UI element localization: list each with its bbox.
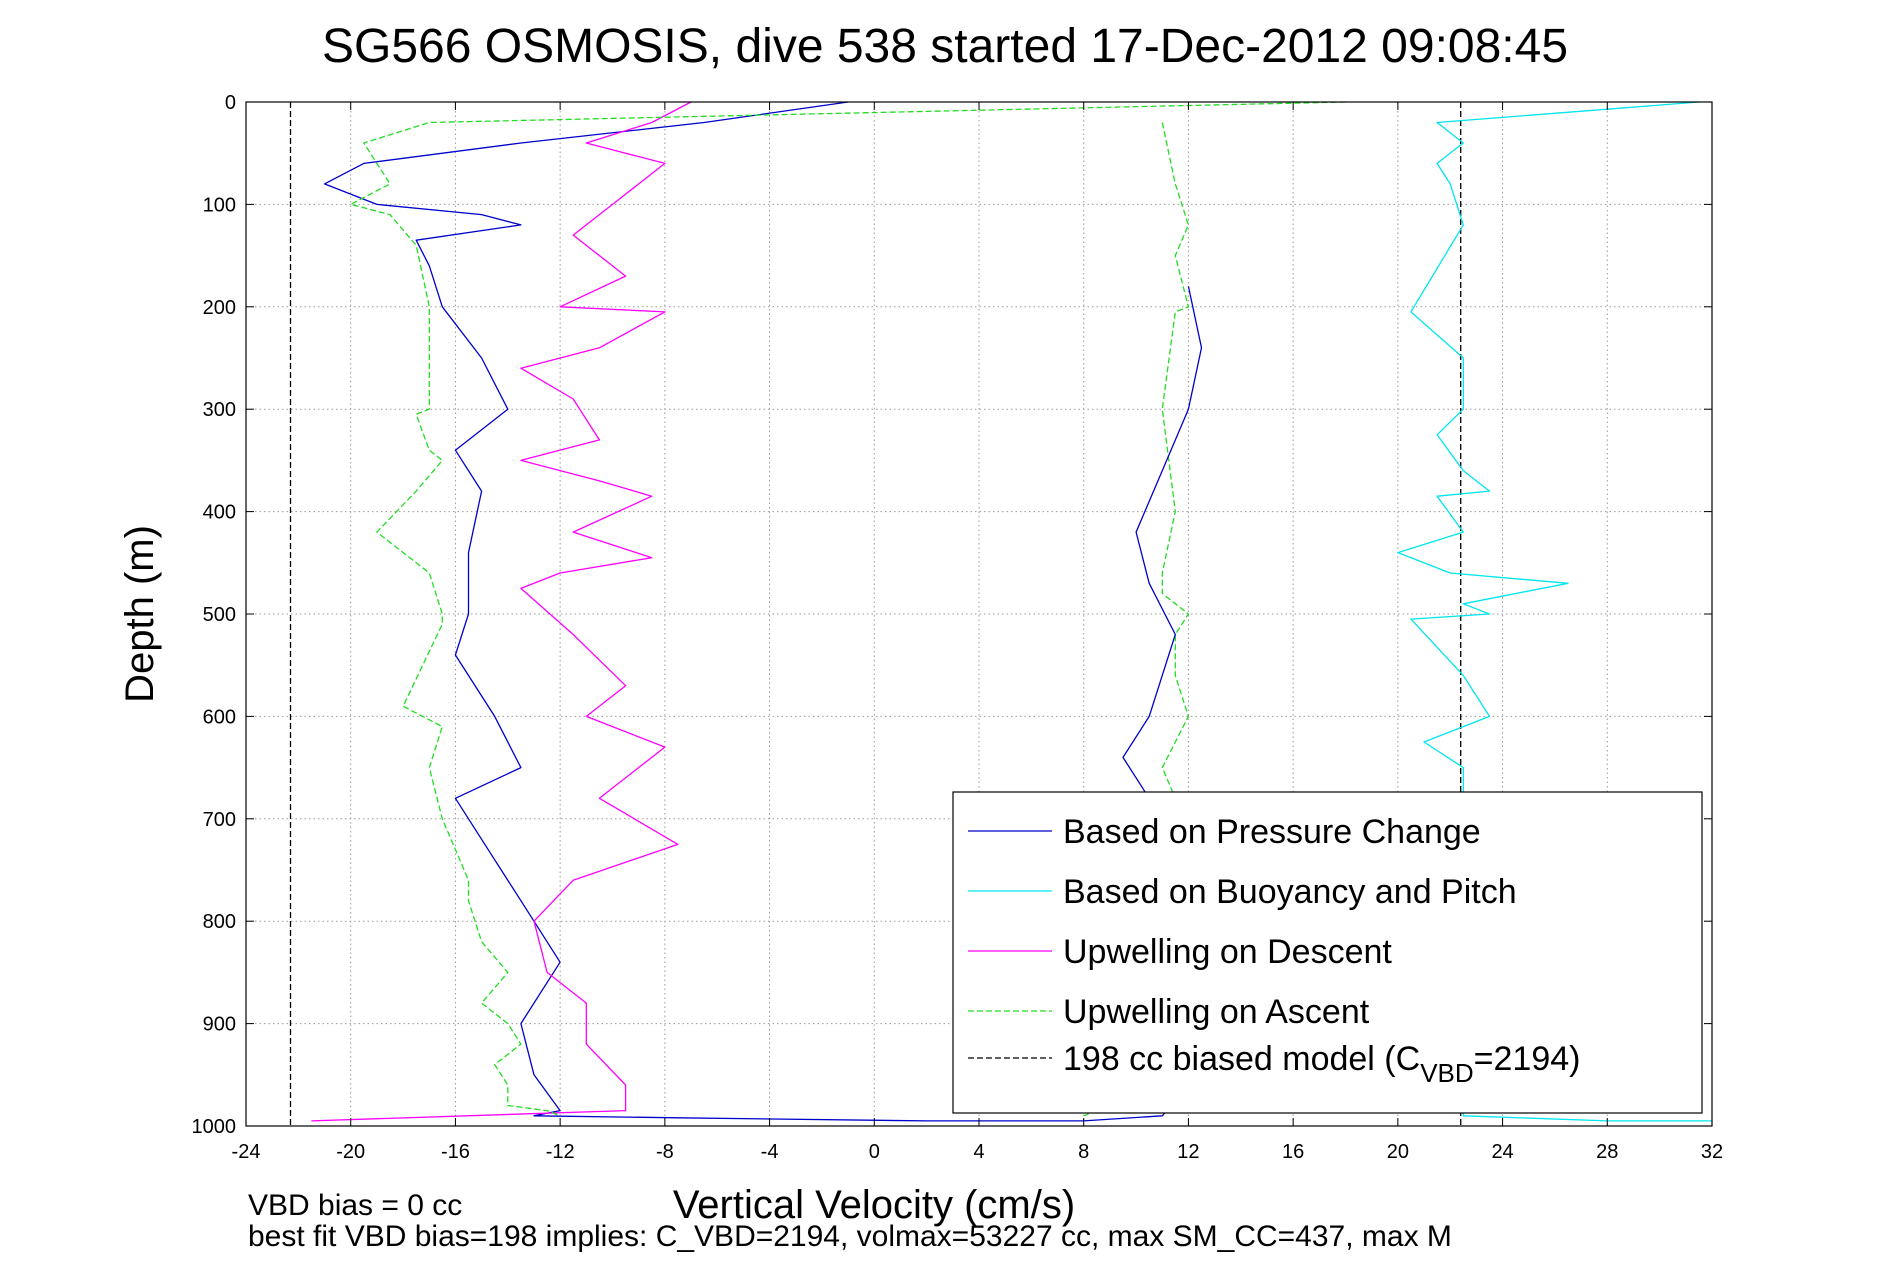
legend-items: Based on Pressure Change Based on Buoyanc… xyxy=(968,813,1580,1088)
series-line-0 xyxy=(323,101,1203,1122)
series-line-3 xyxy=(350,101,1346,1117)
y-tick-label: 100 xyxy=(203,194,236,216)
y-tick-label: 400 xyxy=(203,502,236,524)
tick-layer: -24 -20 -16 -12 -8 -4 0 4 8 12 16 20 24 28 32 0 100 200 30… xyxy=(192,92,1724,1163)
series-line-2 xyxy=(311,101,692,1122)
legend-label: Based on Pressure Change xyxy=(1063,813,1481,851)
x-tick-label: 4 xyxy=(973,1141,984,1163)
y-tick-label: 700 xyxy=(203,809,236,831)
series-line-1 xyxy=(1397,101,1712,1122)
x-tick-label: -20 xyxy=(336,1141,365,1163)
legend-label-text: Upwelling on Ascent xyxy=(1063,993,1370,1031)
x-tick-label: -12 xyxy=(546,1141,575,1163)
legend-label: Based on Buoyancy and Pitch xyxy=(1063,873,1517,911)
legend: Based on Pressure Change Based on Buoyanc… xyxy=(952,791,1703,1114)
y-tick-label: 500 xyxy=(203,604,236,626)
x-tick-label: 32 xyxy=(1701,1141,1723,1163)
legend-label-text: 198 cc biased model (C xyxy=(1063,1040,1420,1078)
x-tick-label: -8 xyxy=(656,1141,674,1163)
legend-label-text: Based on Buoyancy and Pitch xyxy=(1063,873,1517,911)
y-tick-label: 1000 xyxy=(192,1116,237,1138)
series-layer xyxy=(289,101,1712,1126)
legend-box xyxy=(952,791,1703,1114)
legend-label-subscript: VBD xyxy=(1420,1058,1473,1088)
x-tick-label: 12 xyxy=(1177,1141,1199,1163)
x-tick-label: -4 xyxy=(761,1141,779,1163)
legend-label: Upwelling on Descent xyxy=(1063,933,1392,971)
legend-label: Upwelling on Ascent xyxy=(1063,993,1370,1031)
x-tick-label: -24 xyxy=(232,1141,261,1163)
y-tick-label: 300 xyxy=(203,399,236,421)
legend-label-text: Based on Pressure Change xyxy=(1063,813,1481,851)
y-axis-label: Depth (m) xyxy=(118,525,162,703)
legend-label: 198 cc biased model (CVBD=2194) xyxy=(1063,1040,1580,1088)
x-tick-label: 8 xyxy=(1078,1141,1089,1163)
y-tick-label: 200 xyxy=(203,297,236,319)
legend-label-text: Upwelling on Descent xyxy=(1063,933,1392,971)
y-tick-label: 0 xyxy=(225,92,236,114)
x-tick-label: 20 xyxy=(1387,1141,1409,1163)
x-tick-label: -16 xyxy=(441,1141,470,1163)
y-tick-label: 900 xyxy=(203,1014,236,1036)
x-tick-label: 0 xyxy=(869,1141,880,1163)
chart-title: SG566 OSMOSIS, dive 538 started 17-Dec-2… xyxy=(322,20,1568,73)
y-tick-label: 600 xyxy=(203,706,236,728)
x-tick-label: 24 xyxy=(1491,1141,1513,1163)
x-tick-label: 16 xyxy=(1282,1141,1304,1163)
x-tick-label: 28 xyxy=(1596,1141,1618,1163)
legend-label-suffix: =2194) xyxy=(1474,1040,1581,1078)
annotation-vbd-bias: VBD bias = 0 cc xyxy=(248,1189,462,1222)
y-tick-label: 800 xyxy=(203,911,236,933)
x-axis-label: Vertical Velocity (cm/s) xyxy=(673,1183,1075,1227)
annotation-best-fit: best fit VBD bias=198 implies: C_VBD=219… xyxy=(248,1220,1452,1253)
reference-line-1 xyxy=(1083,122,1190,1117)
